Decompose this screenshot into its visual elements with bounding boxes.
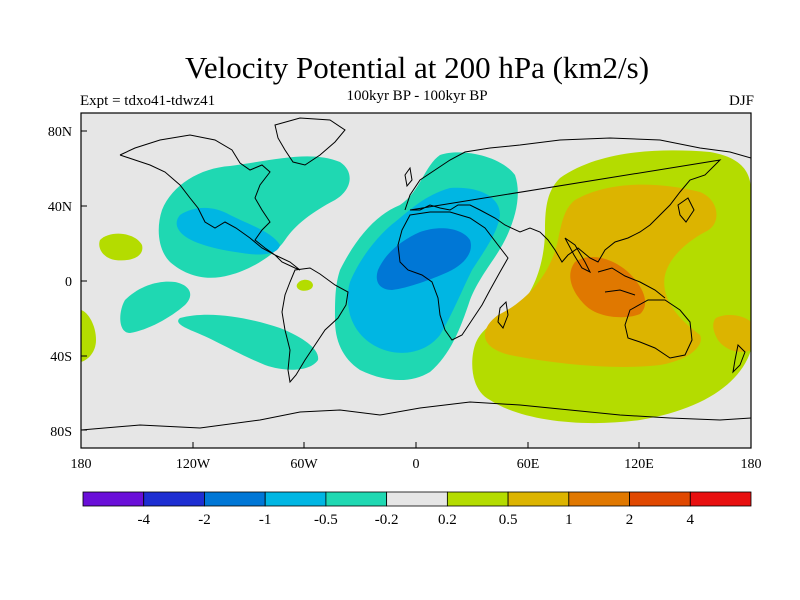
x-tick-labels: 180 120W 60W 0 60E 120E 180 <box>71 457 762 472</box>
colorbar-label: -4 <box>137 512 150 528</box>
contour-negative-0.5-na <box>176 207 280 255</box>
colorbar-swatch <box>325 491 388 507</box>
y-tick-label: 80N <box>48 125 72 140</box>
colorbar-label: 4 <box>687 512 695 528</box>
x-tick-label: 180 <box>71 457 92 472</box>
coastline-maritime-continent <box>597 267 666 299</box>
colorbar-swatch <box>82 491 145 507</box>
season-label: DJF <box>728 93 754 109</box>
contour-positive-0.5-east <box>713 315 751 352</box>
x-tick-label: 180 <box>741 457 762 472</box>
x-tick-label: 60E <box>517 457 540 472</box>
contour-negative-0.2-sa <box>178 314 319 370</box>
y-tick-label: 80S <box>50 425 72 440</box>
coastlines <box>81 117 751 431</box>
colorbar-label: 2 <box>626 512 634 528</box>
x-tick-marks <box>80 442 752 448</box>
y-tick-label: 40N <box>48 200 72 215</box>
colorbar <box>82 491 752 507</box>
coastline-africa <box>397 211 509 341</box>
y-tick-label: 40S <box>50 350 72 365</box>
contour-negative-0.2-sp <box>120 281 191 333</box>
x-tick-label: 60W <box>290 457 318 472</box>
colorbar-label: -0.2 <box>375 512 399 528</box>
experiment-label: Expt = tdxo41-tdwz41 <box>80 93 216 109</box>
coastline-north-america <box>119 134 301 271</box>
x-tick-label: 0 <box>413 457 420 472</box>
x-tick-label: 120E <box>624 457 654 472</box>
coastline-greenland <box>274 117 346 166</box>
colorbar-swatch <box>143 491 205 507</box>
colorbar-label: -2 <box>198 512 211 528</box>
y-tick-marks <box>81 130 87 431</box>
contour-positive-1 <box>570 257 646 318</box>
coastline-uk <box>404 166 413 188</box>
contour-negative-1-atl <box>376 228 471 290</box>
colorbar-swatch <box>386 491 448 507</box>
colorbar-swatch <box>507 491 570 507</box>
contour-positive-0.2-pacific <box>99 233 143 261</box>
contour-fills <box>81 150 751 424</box>
colorbar-label: 1 <box>565 512 573 528</box>
colorbar-label: 0.5 <box>499 512 518 528</box>
coastline-japan <box>677 197 695 223</box>
coastline-new-zealand <box>732 343 746 374</box>
coastline-antarctica <box>81 401 751 431</box>
colorbar-swatch <box>264 491 327 507</box>
chart-title: Velocity Potential at 200 hPa (km2/s) <box>184 50 650 85</box>
colorbar-swatch <box>446 491 509 507</box>
x-tick-label: 120W <box>176 457 211 472</box>
y-tick-label: 0 <box>65 275 72 290</box>
contour-positive-0.2-atlantic <box>296 279 313 291</box>
colorbar-swatch <box>689 491 752 507</box>
chart-subtitle: 100kyr BP - 100kyr BP <box>346 88 488 104</box>
contour-positive-0.2-west <box>81 310 96 362</box>
y-tick-labels: 80N 40N 0 40S 80S <box>48 125 72 440</box>
contour-negative-0.2-na <box>158 156 350 278</box>
coastline-europe-asia <box>404 137 751 263</box>
colorbar-label: -1 <box>259 512 272 528</box>
colorbar-labels: -4 -2 -1 -0.5 -0.2 0.2 0.5 1 2 4 <box>137 512 694 528</box>
colorbar-label: 0.2 <box>438 512 457 528</box>
coastline-south-america <box>281 267 349 384</box>
coastline-madagascar <box>497 300 509 329</box>
colorbar-swatch <box>568 491 630 507</box>
coastline-india <box>564 237 592 274</box>
colorbar-swatch <box>204 491 266 507</box>
colorbar-swatch <box>629 491 691 507</box>
colorbar-label: -0.5 <box>314 512 338 528</box>
coastline-australia <box>624 299 693 359</box>
